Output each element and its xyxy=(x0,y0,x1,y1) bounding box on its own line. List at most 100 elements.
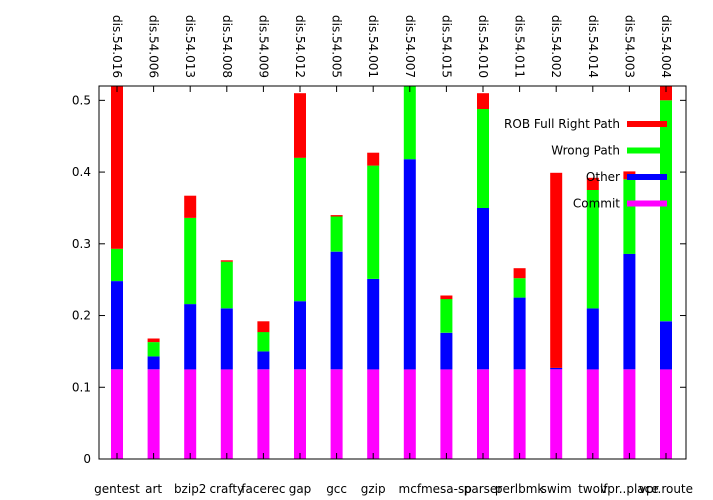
top-tick-label-5: dis.54.012 xyxy=(293,15,307,78)
bar-segment-other-9 xyxy=(440,332,453,370)
bar-segment-commit-7 xyxy=(367,369,380,459)
y-tick-label-2: 0.2 xyxy=(72,309,91,323)
legend-label-other: Other xyxy=(586,170,620,184)
bar-segment-wrong-path-14 xyxy=(623,179,636,254)
x-tick-label-14: vpr..place xyxy=(600,482,658,496)
top-tick-label-9: dis.54.015 xyxy=(439,15,453,78)
x-tick-label-13: twolf xyxy=(578,482,608,496)
bar-segment-rob-full-right-path-7 xyxy=(367,152,380,166)
top-tick-label-1: dis.54.006 xyxy=(147,15,161,78)
x-tick-label-8: mcf xyxy=(399,482,422,496)
bar-segment-commit-1 xyxy=(147,369,160,459)
top-tick-label-0: dis.54.016 xyxy=(110,15,124,78)
top-tick-label-7: dis.54.001 xyxy=(366,15,380,78)
bar-segment-other-1 xyxy=(147,356,160,370)
bar-segment-wrong-path-10 xyxy=(477,109,489,208)
bar-segment-commit-4 xyxy=(257,369,270,459)
bar-segment-wrong-path-13 xyxy=(586,190,599,309)
plot-frame xyxy=(98,85,687,460)
bar-segment-commit-3 xyxy=(220,369,233,459)
top-tick-label-10: dis.54.010 xyxy=(476,15,490,78)
bar-segment-commit-0 xyxy=(111,369,123,459)
bar-segment-commit-15 xyxy=(660,369,672,459)
bars-layer xyxy=(111,86,672,459)
bar-segment-rob-full-right-path-3 xyxy=(220,260,233,262)
top-tick-label-15: dis.54.004 xyxy=(659,15,673,78)
bar-segment-commit-5 xyxy=(294,369,306,459)
bar-segment-other-11 xyxy=(513,297,526,370)
bar-segment-other-15 xyxy=(660,321,672,370)
bar-segment-rob-full-right-path-12 xyxy=(550,172,563,368)
x-tick-label-1: art xyxy=(145,482,162,496)
top-tick-label-4: dis.54.009 xyxy=(256,15,270,78)
bar-segment-rob-full-right-path-0 xyxy=(111,86,123,249)
legend-label-rob-full-right-path: ROB Full Right Path xyxy=(504,117,620,131)
legend-swatch-commit xyxy=(627,200,667,207)
bar-segment-wrong-path-2 xyxy=(184,218,197,305)
bar-segment-rob-full-right-path-9 xyxy=(440,295,453,300)
bar-segment-other-2 xyxy=(184,304,197,370)
bar-segment-commit-11 xyxy=(513,369,526,459)
bar-segment-other-14 xyxy=(623,253,636,370)
bar-segment-wrong-path-7 xyxy=(367,165,380,279)
labels-layer: 0 0.1 0.2 0.3 0.4 0.5 gentest dis.54.016 art dis.… xyxy=(72,15,693,496)
y-tick-label-1: 0.1 xyxy=(72,380,91,394)
bar-segment-commit-8 xyxy=(403,369,416,459)
y-tick-label-4: 0.4 xyxy=(72,165,91,179)
x-tick-label-4: facerec xyxy=(241,482,285,496)
bar-segment-wrong-path-9 xyxy=(440,299,453,333)
legend-label-commit: Commit xyxy=(573,197,620,211)
legend-swatch-other xyxy=(627,174,667,180)
bar-segment-other-7 xyxy=(367,279,380,370)
top-tick-label-3: dis.54.008 xyxy=(220,15,234,78)
x-tick-label-0: gentest xyxy=(94,482,140,496)
x-tick-label-12: swim xyxy=(541,482,572,496)
bar-segment-wrong-path-4 xyxy=(257,332,270,352)
legend-label-wrong-path: Wrong Path xyxy=(551,144,620,158)
top-tick-label-12: dis.54.002 xyxy=(549,15,563,78)
bar-segment-rob-full-right-path-2 xyxy=(184,195,197,218)
legend-swatch-rob-full-right-path xyxy=(627,121,667,127)
y-tick-label-3: 0.3 xyxy=(72,237,91,251)
y-tick-label-5: 0.5 xyxy=(72,93,91,107)
bar-segment-commit-14 xyxy=(623,369,636,459)
bar-segment-rob-full-right-path-6 xyxy=(330,215,343,217)
bar-segment-wrong-path-15 xyxy=(660,100,672,322)
top-tick-label-14: dis.54.003 xyxy=(622,15,636,78)
x-tick-label-7: gzip xyxy=(361,482,386,496)
axes-layer xyxy=(98,85,687,460)
bar-segment-wrong-path-0 xyxy=(111,248,123,282)
bar-segment-commit-6 xyxy=(330,369,343,459)
bar-segment-other-13 xyxy=(586,308,599,370)
x-tick-label-3: crafty xyxy=(209,482,244,496)
x-tick-label-9: mesa-sp xyxy=(421,482,472,496)
bar-segment-wrong-path-6 xyxy=(330,216,343,252)
top-tick-label-6: dis.54.005 xyxy=(330,15,344,78)
bar-segment-wrong-path-8 xyxy=(403,86,416,160)
bar-segment-commit-9 xyxy=(440,369,453,459)
bar-segment-commit-2 xyxy=(184,369,197,459)
bar-segment-commit-10 xyxy=(477,369,489,459)
x-tick-label-15: vpr.route xyxy=(639,482,693,496)
x-tick-label-2: bzip2 xyxy=(174,482,207,496)
top-tick-label-13: dis.54.014 xyxy=(586,15,600,78)
bar-segment-rob-full-right-path-4 xyxy=(257,321,270,333)
bar-segment-wrong-path-5 xyxy=(294,157,306,302)
bar-segment-other-4 xyxy=(257,351,270,370)
bar-segment-rob-full-right-path-1 xyxy=(147,338,160,343)
x-tick-label-5: gap xyxy=(289,482,312,496)
x-tick-label-11: perlbmk xyxy=(495,482,545,496)
bar-segment-other-3 xyxy=(220,308,233,370)
bar-segment-rob-full-right-path-13 xyxy=(586,177,599,190)
top-tick-label-2: dis.54.013 xyxy=(183,15,197,78)
bar-segment-wrong-path-3 xyxy=(220,261,233,309)
y-tick-label-0: 0 xyxy=(83,452,91,466)
bar-segment-rob-full-right-path-10 xyxy=(477,93,489,109)
bar-segment-commit-13 xyxy=(586,369,599,459)
legend-swatch-wrong-path xyxy=(627,147,667,154)
bar-segment-rob-full-right-path-11 xyxy=(513,268,526,279)
bar-segment-other-6 xyxy=(330,251,343,370)
top-tick-label-11: dis.54.011 xyxy=(513,15,527,78)
bar-segment-wrong-path-1 xyxy=(147,342,160,357)
